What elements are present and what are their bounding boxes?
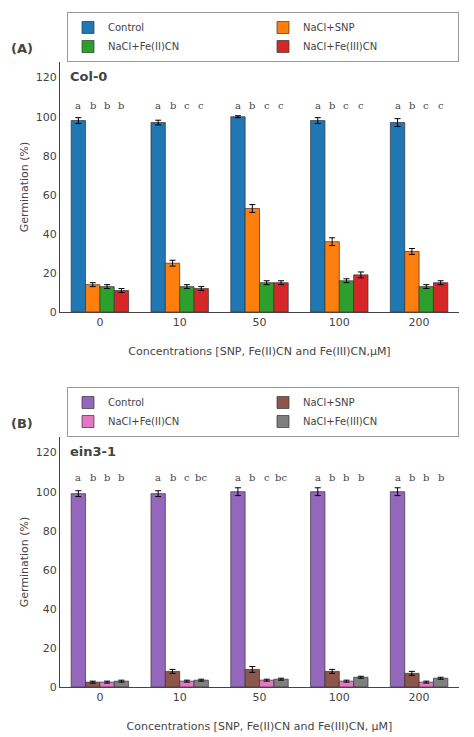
svg-text:b: b <box>118 100 124 111</box>
svg-text:60: 60 <box>43 189 57 202</box>
svg-text:b: b <box>90 100 96 111</box>
svg-text:b: b <box>423 472 429 483</box>
svg-text:a: a <box>75 472 81 483</box>
svg-text:a: a <box>395 100 401 111</box>
svg-text:10: 10 <box>173 691 187 704</box>
svg-text:b: b <box>409 100 415 111</box>
svg-text:Control: Control <box>108 397 144 408</box>
svg-text:Concentrations [SNP, Fe(II)CN: Concentrations [SNP, Fe(II)CN and Fe(III… <box>128 345 390 358</box>
svg-text:c: c <box>198 100 204 111</box>
svg-text:200: 200 <box>409 316 430 329</box>
svg-text:b: b <box>170 472 176 483</box>
svg-text:120: 120 <box>36 446 57 459</box>
svg-text:c: c <box>358 100 364 111</box>
svg-text:b: b <box>329 100 335 111</box>
svg-text:(B): (B) <box>11 416 33 431</box>
svg-text:50: 50 <box>253 691 267 704</box>
svg-text:c: c <box>184 472 190 483</box>
svg-text:c: c <box>184 100 190 111</box>
svg-text:b: b <box>90 472 96 483</box>
svg-text:c: c <box>264 100 270 111</box>
svg-text:b: b <box>104 100 110 111</box>
svg-text:NaCl+Fe(III)CN: NaCl+Fe(III)CN <box>303 416 377 427</box>
svg-text:0: 0 <box>50 681 57 694</box>
svg-text:a: a <box>155 472 161 483</box>
svg-text:ein3-1: ein3-1 <box>70 444 116 459</box>
svg-text:b: b <box>329 472 335 483</box>
svg-text:100: 100 <box>329 691 350 704</box>
svg-text:Germination (%): Germination (%) <box>18 517 31 608</box>
svg-text:b: b <box>249 472 255 483</box>
svg-text:c: c <box>264 472 270 483</box>
svg-text:a: a <box>235 472 241 483</box>
svg-text:b: b <box>104 472 110 483</box>
svg-text:NaCl+SNP: NaCl+SNP <box>303 397 355 408</box>
svg-text:c: c <box>438 100 444 111</box>
svg-text:a: a <box>315 472 321 483</box>
svg-text:a: a <box>155 100 161 111</box>
svg-text:a: a <box>315 100 321 111</box>
svg-text:b: b <box>249 100 255 111</box>
svg-text:c: c <box>278 100 284 111</box>
svg-text:c: c <box>423 100 429 111</box>
svg-text:50: 50 <box>253 316 267 329</box>
svg-text:20: 20 <box>43 267 57 280</box>
svg-text:Col-0: Col-0 <box>70 69 107 84</box>
svg-text:40: 40 <box>43 228 57 241</box>
svg-text:Germination (%): Germination (%) <box>18 142 31 233</box>
svg-text:(A): (A) <box>11 41 33 56</box>
svg-text:c: c <box>343 100 349 111</box>
svg-text:10: 10 <box>173 316 187 329</box>
svg-text:b: b <box>358 472 364 483</box>
svg-text:a: a <box>75 100 81 111</box>
svg-text:100: 100 <box>36 486 57 499</box>
svg-text:20: 20 <box>43 642 57 655</box>
svg-text:0: 0 <box>50 306 57 319</box>
svg-text:120: 120 <box>36 71 57 84</box>
svg-text:60: 60 <box>43 564 57 577</box>
svg-text:0: 0 <box>96 691 103 704</box>
svg-text:b: b <box>409 472 415 483</box>
svg-text:a: a <box>395 472 401 483</box>
svg-text:NaCl+Fe(III)CN: NaCl+Fe(III)CN <box>303 41 377 52</box>
svg-text:40: 40 <box>43 603 57 616</box>
svg-text:100: 100 <box>329 316 350 329</box>
svg-text:NaCl+Fe(II)CN: NaCl+Fe(II)CN <box>108 416 179 427</box>
svg-text:b: b <box>343 472 349 483</box>
svg-text:b: b <box>438 472 444 483</box>
svg-text:Control: Control <box>108 22 144 33</box>
svg-text:NaCl+SNP: NaCl+SNP <box>303 22 355 33</box>
svg-text:Concentrations [SNP, Fe(II)CN: Concentrations [SNP, Fe(II)CN and Fe(III… <box>127 720 393 733</box>
svg-text:bc: bc <box>195 472 207 483</box>
svg-text:0: 0 <box>96 316 103 329</box>
svg-text:a: a <box>235 100 241 111</box>
svg-text:b: b <box>118 472 124 483</box>
svg-text:b: b <box>170 100 176 111</box>
svg-text:200: 200 <box>409 691 430 704</box>
svg-text:80: 80 <box>43 525 57 538</box>
svg-text:bc: bc <box>275 472 287 483</box>
svg-text:100: 100 <box>36 111 57 124</box>
svg-text:NaCl+Fe(II)CN: NaCl+Fe(II)CN <box>108 41 179 52</box>
svg-text:80: 80 <box>43 150 57 163</box>
